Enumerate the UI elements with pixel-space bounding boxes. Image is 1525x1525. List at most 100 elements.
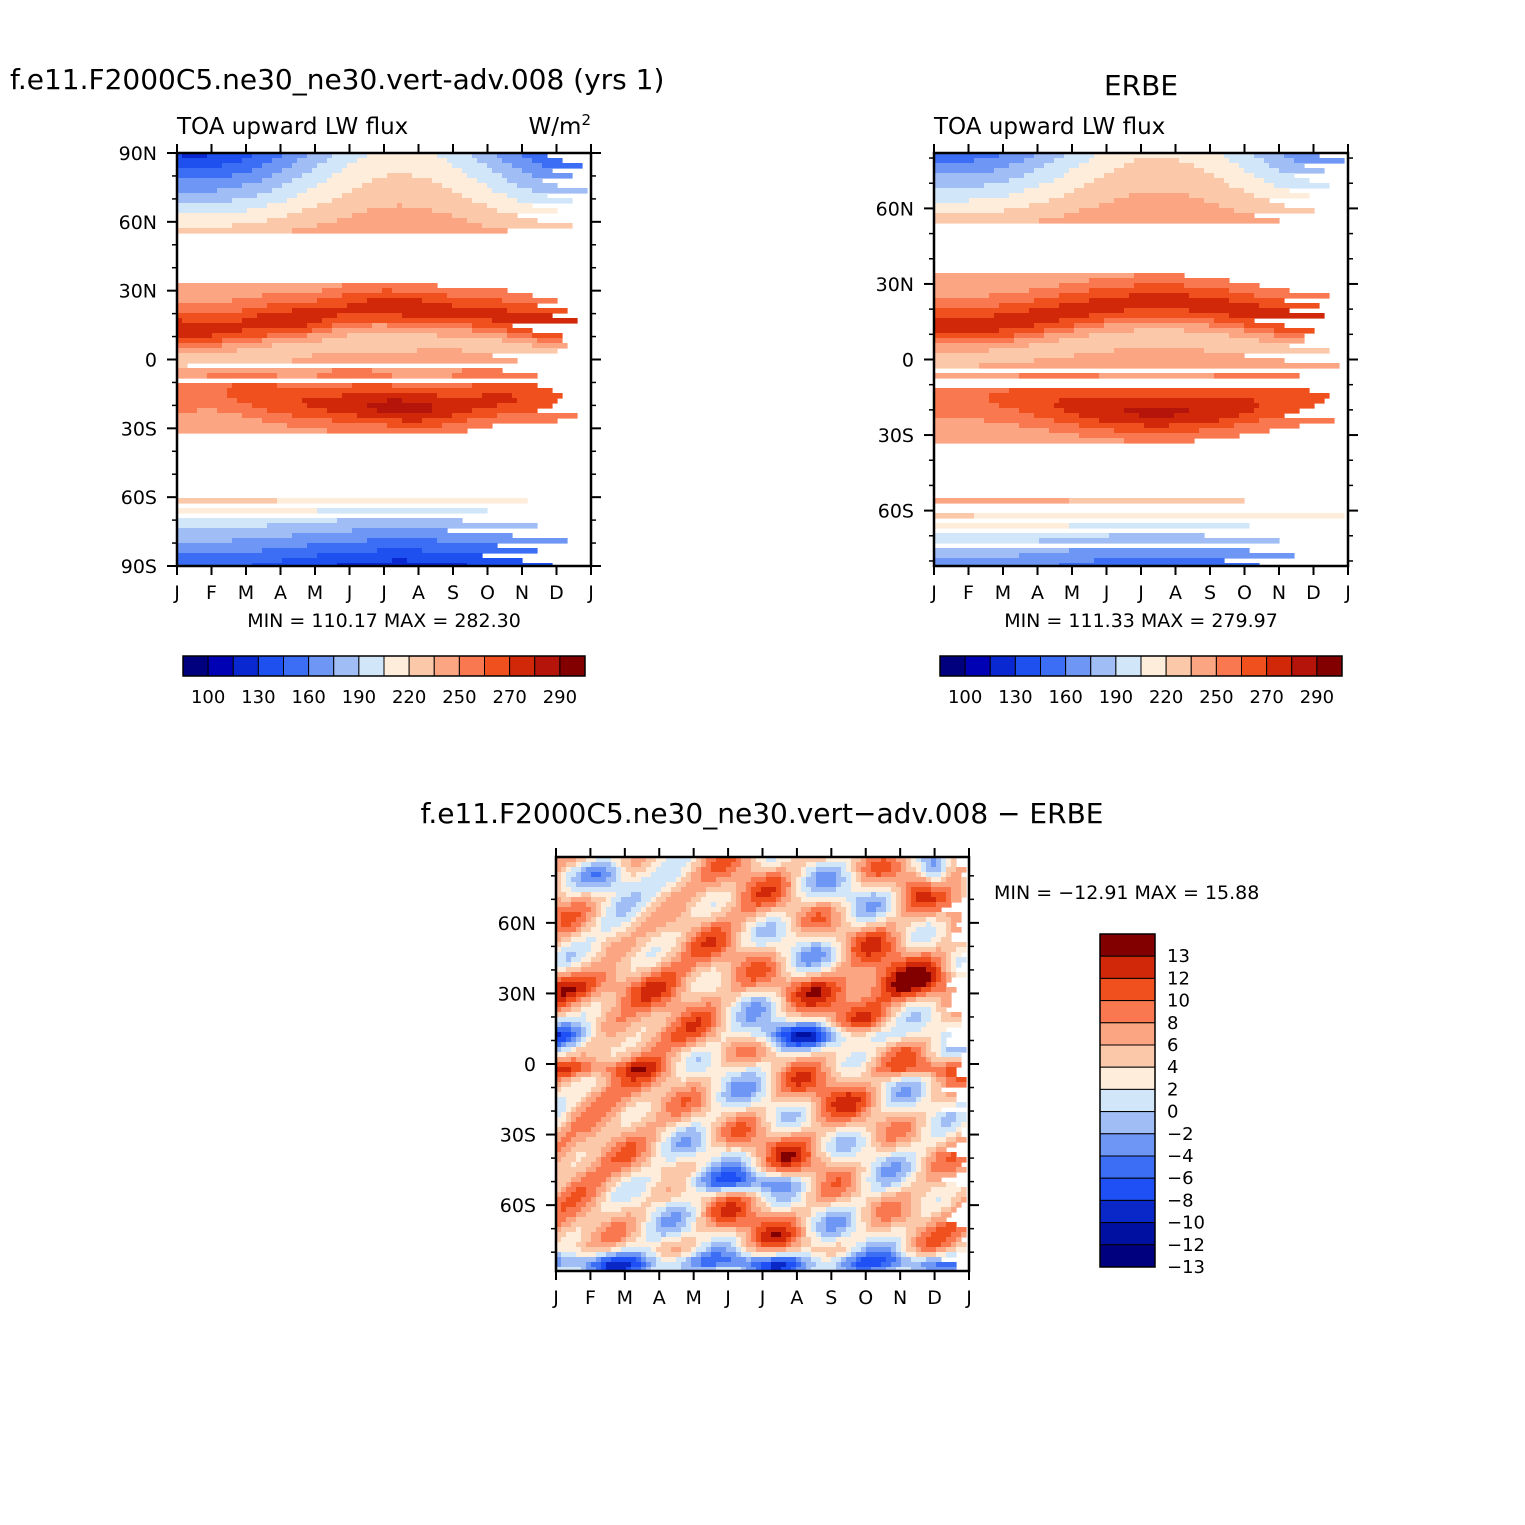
contour-band xyxy=(651,902,662,908)
contour-band xyxy=(896,857,907,863)
contour-band xyxy=(591,987,597,993)
contour-band xyxy=(891,1047,902,1053)
contour-band xyxy=(746,922,757,928)
contour-band xyxy=(626,1227,637,1233)
contour-band xyxy=(861,1177,867,1183)
contour-band xyxy=(661,1172,692,1178)
contour-band xyxy=(761,1087,767,1093)
contour-band xyxy=(731,1027,762,1033)
contour-band xyxy=(826,1217,847,1223)
contour-band xyxy=(911,1122,917,1128)
contour-band xyxy=(631,957,662,963)
contour-band xyxy=(287,423,388,429)
contour-band xyxy=(601,1117,612,1123)
contour-band xyxy=(616,977,627,983)
contour-band xyxy=(182,153,208,159)
contour-band xyxy=(841,1042,887,1048)
contour-band xyxy=(601,922,622,928)
contour-band xyxy=(756,1132,767,1138)
contour-band xyxy=(1104,173,1215,179)
contour-band xyxy=(556,1137,562,1143)
contour-band xyxy=(806,877,817,883)
contour-band xyxy=(1069,548,1250,554)
contour-band xyxy=(581,1022,592,1028)
contour-band xyxy=(881,992,892,998)
contour-band xyxy=(571,1177,582,1183)
contour-band xyxy=(706,1182,712,1188)
contour-band xyxy=(576,882,612,888)
contour-band xyxy=(851,1017,872,1023)
model-units: W/m2 xyxy=(529,111,591,140)
contour-band xyxy=(177,348,238,354)
y-tick-label: 30N xyxy=(498,983,536,1005)
contour-band xyxy=(177,528,353,534)
contour-band xyxy=(676,1122,692,1128)
contour-band xyxy=(886,1012,892,1018)
contour-band xyxy=(906,927,917,933)
contour-band xyxy=(796,882,802,888)
contour-band xyxy=(911,1207,922,1213)
contour-band xyxy=(931,987,947,993)
contour-band xyxy=(901,942,907,948)
contour-band xyxy=(951,857,957,863)
contour-band xyxy=(826,1222,847,1228)
contour-band xyxy=(432,403,498,409)
contour-band xyxy=(756,1147,767,1153)
contour-band xyxy=(661,932,682,938)
contour-band xyxy=(556,887,562,893)
contour-band xyxy=(711,1252,722,1258)
contour-band xyxy=(766,997,772,1003)
contour-band xyxy=(581,1012,587,1018)
contour-band xyxy=(596,922,602,928)
contour-band xyxy=(791,877,797,883)
contour-band xyxy=(836,1062,842,1068)
contour-band xyxy=(746,917,757,923)
contour-band xyxy=(926,1227,937,1233)
contour-band xyxy=(956,1192,967,1198)
contour-band xyxy=(666,1027,677,1033)
contour-band xyxy=(502,298,558,304)
contour-band xyxy=(881,1217,892,1223)
contour-band xyxy=(886,1117,917,1123)
contour-band xyxy=(601,1207,622,1213)
contour-band xyxy=(771,1257,797,1263)
contour-band xyxy=(1244,168,1280,174)
contour-band xyxy=(556,1067,572,1073)
contour-band xyxy=(681,872,687,878)
contour-band xyxy=(561,977,597,983)
contour-band xyxy=(332,418,403,424)
contour-band xyxy=(571,1007,582,1013)
contour-band xyxy=(636,1257,642,1263)
contour-band xyxy=(616,967,632,973)
contour-band xyxy=(681,1017,697,1023)
contour-band xyxy=(846,932,857,938)
contour-band xyxy=(1229,288,1290,294)
contour-band xyxy=(571,972,607,978)
contour-band xyxy=(452,188,493,194)
contour-band xyxy=(916,1122,927,1128)
contour-band xyxy=(686,937,692,943)
contour-band xyxy=(676,982,682,988)
contour-band xyxy=(636,902,647,908)
contour-band xyxy=(467,173,503,179)
contour-band xyxy=(721,1207,742,1213)
colorbar-label: 10 xyxy=(1167,991,1190,1012)
contour-band xyxy=(651,1037,662,1043)
contour-band xyxy=(691,1097,702,1103)
contour-band xyxy=(586,987,592,993)
contour-band xyxy=(946,977,952,983)
contour-band xyxy=(561,1137,572,1143)
contour-band xyxy=(934,408,1020,414)
contour-band xyxy=(934,303,1000,309)
contour-band xyxy=(751,1097,762,1103)
contour-band xyxy=(871,987,882,993)
contour-band xyxy=(896,1082,922,1088)
contour-band xyxy=(681,1252,692,1258)
contour-band xyxy=(906,1217,932,1223)
contour-band xyxy=(706,1172,712,1178)
contour-band xyxy=(936,1077,947,1083)
contour-band xyxy=(656,1227,682,1233)
contour-band xyxy=(736,892,742,898)
contour-band xyxy=(736,1047,757,1053)
contour-band xyxy=(681,1262,692,1268)
